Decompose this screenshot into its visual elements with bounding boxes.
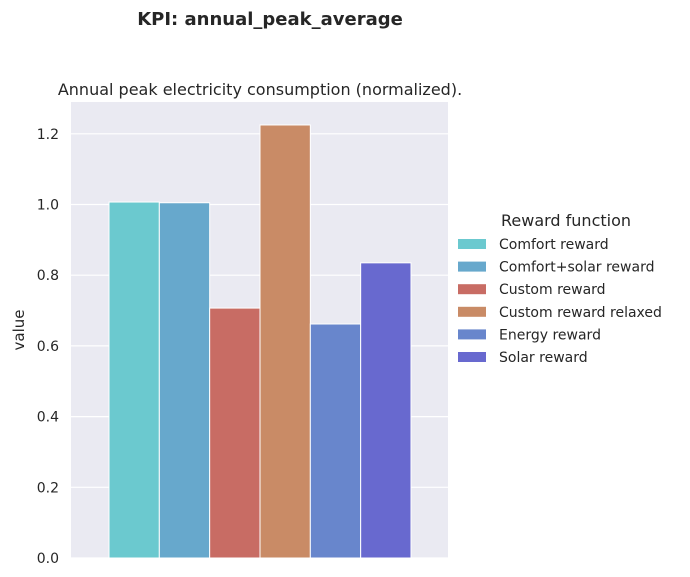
chart-title: Annual peak electricity consumption (nor… xyxy=(58,80,462,99)
bar xyxy=(309,323,362,559)
figure-title: KPI: annual_peak_average xyxy=(137,9,403,30)
y-tick-labels: 0.0 0.2 0.4 0.6 0.8 1.0 1.2 xyxy=(37,127,59,567)
legend-label: Custom reward xyxy=(499,282,606,298)
legend-swatch xyxy=(458,306,486,317)
bar xyxy=(108,201,160,559)
y-tick-label: 0.2 xyxy=(37,480,59,496)
legend-label: Solar reward xyxy=(499,350,588,366)
legend-label: Comfort reward xyxy=(499,237,609,253)
bars xyxy=(108,124,412,559)
legend-swatch xyxy=(458,352,486,362)
bar xyxy=(360,262,412,559)
legend-label: Custom reward relaxed xyxy=(499,305,662,321)
legend-label: Energy reward xyxy=(499,327,601,343)
legend-swatch xyxy=(458,239,486,249)
legend-swatch xyxy=(458,261,486,272)
bar xyxy=(158,202,211,559)
legend-label: Comfort+solar reward xyxy=(499,260,654,276)
y-tick-label: 0.6 xyxy=(37,339,59,355)
legend-swatch xyxy=(458,284,486,295)
y-tick-label: 0.8 xyxy=(37,268,59,284)
y-tick-label: 0.4 xyxy=(37,410,59,426)
y-tick-label: 0.0 xyxy=(37,551,59,567)
legend-title: Reward function xyxy=(501,211,631,230)
y-axis-label: value xyxy=(10,310,28,351)
legend: Reward function Comfort reward Comfort+so… xyxy=(458,211,662,366)
legend-swatch xyxy=(458,329,486,340)
y-tick-label: 1.0 xyxy=(37,198,59,214)
bar xyxy=(209,307,261,559)
bar xyxy=(259,124,311,559)
y-tick-label: 1.2 xyxy=(37,127,59,143)
